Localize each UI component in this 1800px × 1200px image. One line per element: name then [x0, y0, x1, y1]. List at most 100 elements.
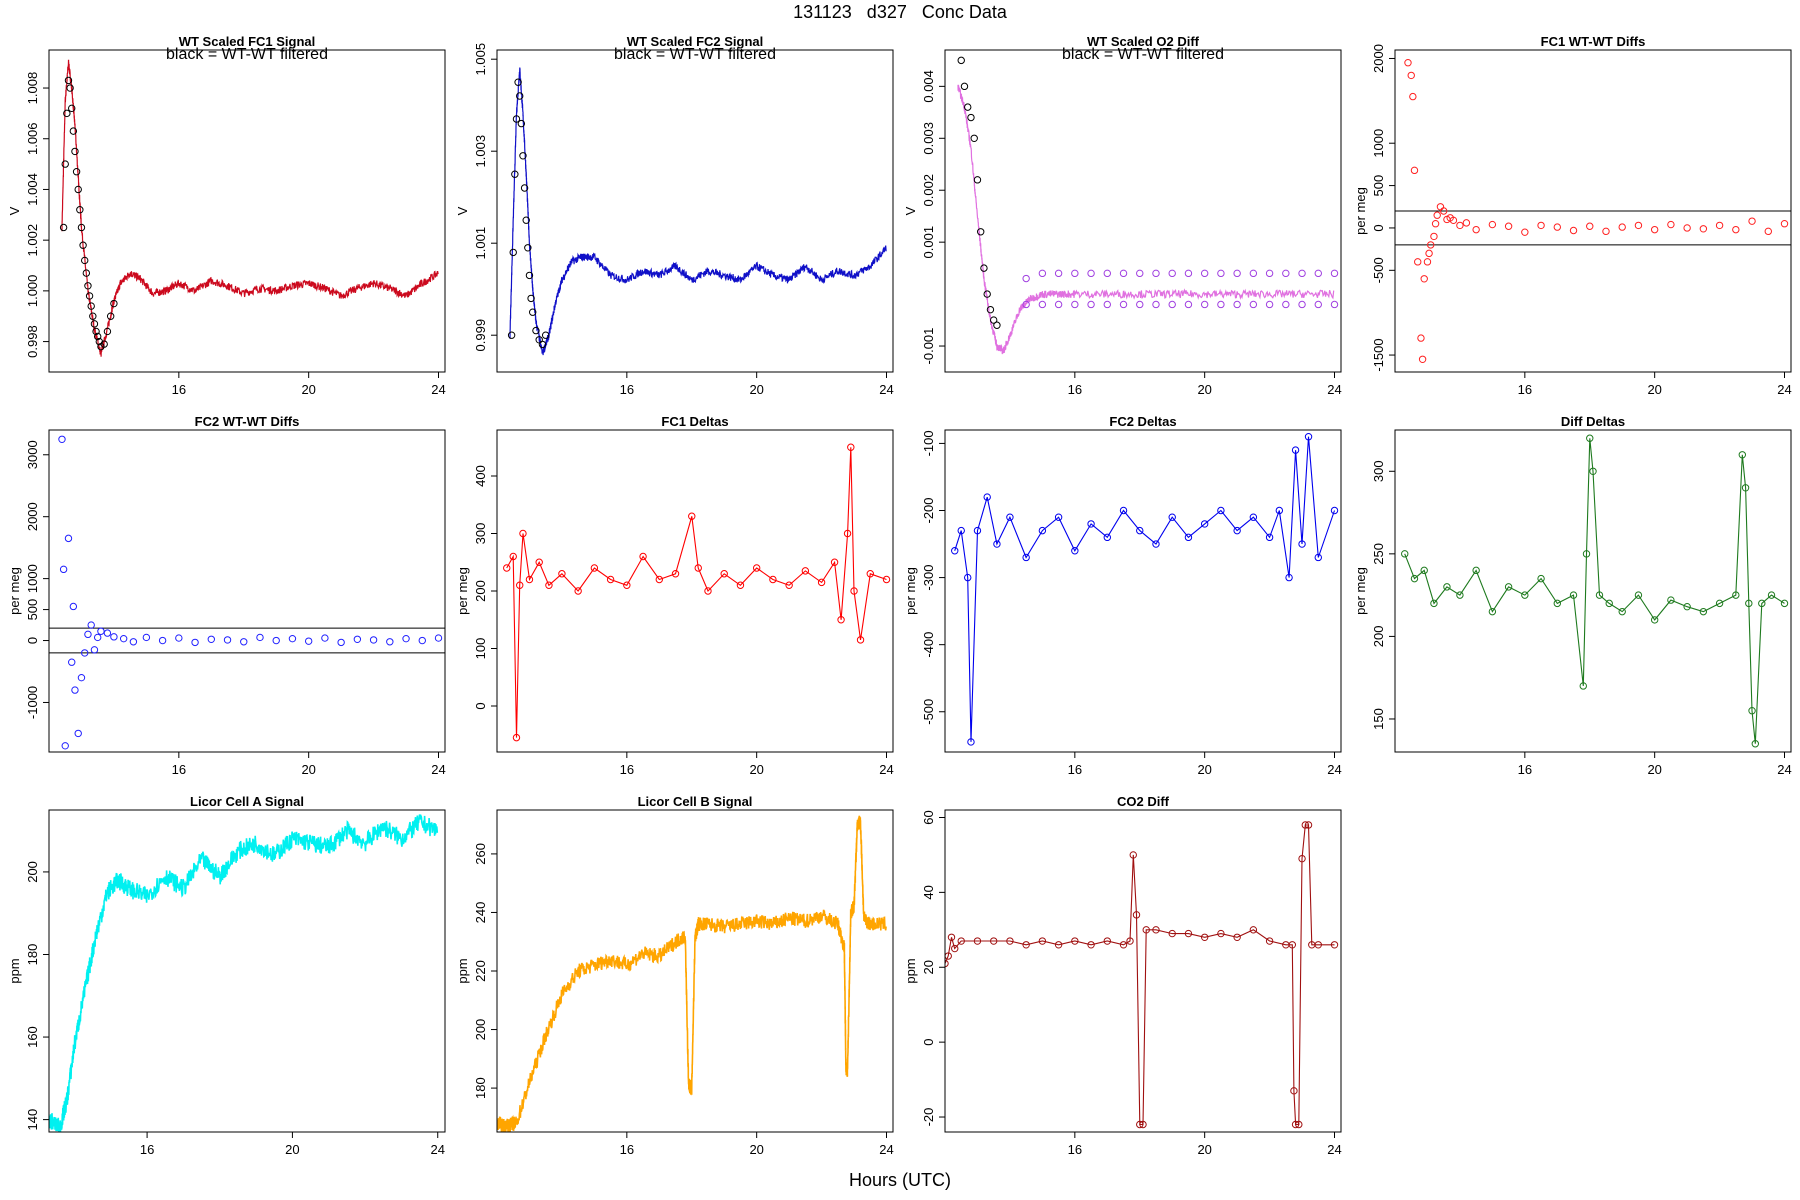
plot-frame: [48, 809, 446, 1133]
x-tick-label: 20: [301, 382, 315, 397]
data-point: [1119, 941, 1128, 949]
data-point: [503, 564, 511, 572]
data-point: [977, 228, 985, 236]
x-tick-label: 16: [172, 382, 186, 397]
data-point: [1553, 223, 1561, 231]
data-point: [1579, 682, 1587, 690]
data-point: [509, 248, 517, 257]
data-point: [1006, 937, 1014, 945]
data-point: [1022, 941, 1030, 949]
data-point: [1618, 223, 1626, 231]
y-tick-label: 160: [25, 1026, 40, 1048]
data-point: [529, 308, 537, 316]
y-tick-label: 0.999: [473, 319, 488, 352]
y-tick-label: 300: [1371, 460, 1386, 482]
chart-annotation: black = WT-WT filtered: [1062, 46, 1224, 63]
data-point: [90, 320, 99, 328]
data-point: [85, 292, 94, 300]
y-tick-label: 0: [25, 637, 40, 644]
data-point: [1071, 547, 1079, 555]
data-point: [1618, 607, 1626, 616]
data-point: [82, 269, 91, 277]
y-tick-label: 0.998: [25, 325, 40, 358]
x-tick-label: 24: [431, 762, 445, 777]
data-point: [980, 264, 988, 272]
series-line: [506, 447, 887, 738]
y-tick-label: -500: [921, 699, 936, 725]
y-tick-label: 1.001: [473, 227, 488, 260]
data-point: [288, 634, 297, 643]
data-point: [623, 581, 631, 589]
data-point: [1605, 599, 1613, 608]
data-point: [957, 526, 965, 535]
data-point: [1423, 258, 1432, 266]
x-tick-label: 24: [1327, 382, 1341, 397]
series-trace: [509, 67, 887, 356]
data-point: [64, 76, 73, 85]
data-point: [1304, 433, 1313, 441]
data-point: [973, 526, 982, 535]
data-point: [1022, 553, 1030, 562]
y-tick-label: 0: [1371, 224, 1386, 231]
data-point: [1298, 269, 1306, 278]
data-point: [1504, 583, 1513, 591]
data-point: [519, 152, 527, 160]
data-point: [1298, 854, 1306, 863]
data-point: [1087, 941, 1095, 949]
data-point: [1748, 217, 1756, 225]
data-point: [1304, 821, 1313, 829]
data-point: [1103, 300, 1111, 309]
y-axis-label: per meg: [1353, 567, 1368, 615]
x-tick-label: 20: [1647, 762, 1661, 777]
data-point: [1217, 269, 1225, 278]
x-tick-label: 24: [1777, 382, 1791, 397]
data-point: [1119, 269, 1128, 278]
chart-title: WT Scaled FC2 Signal: [627, 34, 764, 49]
data-point: [304, 637, 313, 645]
y-axis-label: V: [455, 206, 470, 215]
data-point: [1054, 269, 1063, 278]
data-point: [866, 570, 874, 578]
data-point: [1537, 574, 1545, 583]
data-point: [1683, 224, 1691, 232]
data-point: [947, 933, 956, 942]
data-point: [1553, 599, 1561, 608]
plot-frame: [1394, 429, 1792, 753]
data-point: [59, 565, 68, 574]
y-tick-label: 0.003: [921, 122, 936, 155]
data-point: [61, 742, 69, 750]
data-point: [1410, 166, 1419, 175]
data-point: [1126, 937, 1134, 945]
data-point: [882, 575, 891, 584]
data-point: [1103, 937, 1111, 945]
data-point: [541, 331, 550, 339]
data-point: [76, 206, 84, 214]
data-point: [1249, 926, 1258, 934]
y-tick-label: 260: [473, 843, 488, 865]
data-point: [720, 570, 728, 578]
x-tick-label: 20: [1197, 382, 1211, 397]
chart-title: WT Scaled FC1 Signal: [179, 34, 316, 49]
data-point: [1595, 591, 1604, 599]
data-point: [1330, 941, 1339, 949]
data-point: [1410, 574, 1419, 583]
y-tick-label: 1.006: [25, 122, 40, 155]
chart-o2-diff: 16 20 24 -0.001 0.001 0.002 0.003 0.004 WT Scale…: [903, 34, 1342, 397]
data-point: [1200, 933, 1209, 942]
data-point: [1087, 520, 1095, 528]
data-point: [1295, 1120, 1303, 1129]
y-tick-label: 300: [473, 523, 488, 545]
data-point: [1217, 506, 1225, 515]
y-tick-label: 1.008: [25, 72, 40, 105]
data-point: [1537, 221, 1545, 230]
data-point: [103, 629, 112, 637]
plot-area: [1395, 59, 1791, 363]
y-tick-label: 0.002: [921, 174, 936, 207]
data-point: [1184, 269, 1193, 278]
chart-fc1-wtwt: 16 20 24 -1500 -500 0 500 1000 2000 FC1 WT-WT Dif…: [1353, 34, 1792, 397]
data-point: [72, 168, 81, 176]
data-point: [1265, 269, 1274, 278]
y-tick-label: 400: [473, 465, 488, 487]
chart-fc1-signal: 16 20 24 0.998 1.000 1.002 1.004 1.006 1.008 WT S…: [7, 34, 446, 397]
